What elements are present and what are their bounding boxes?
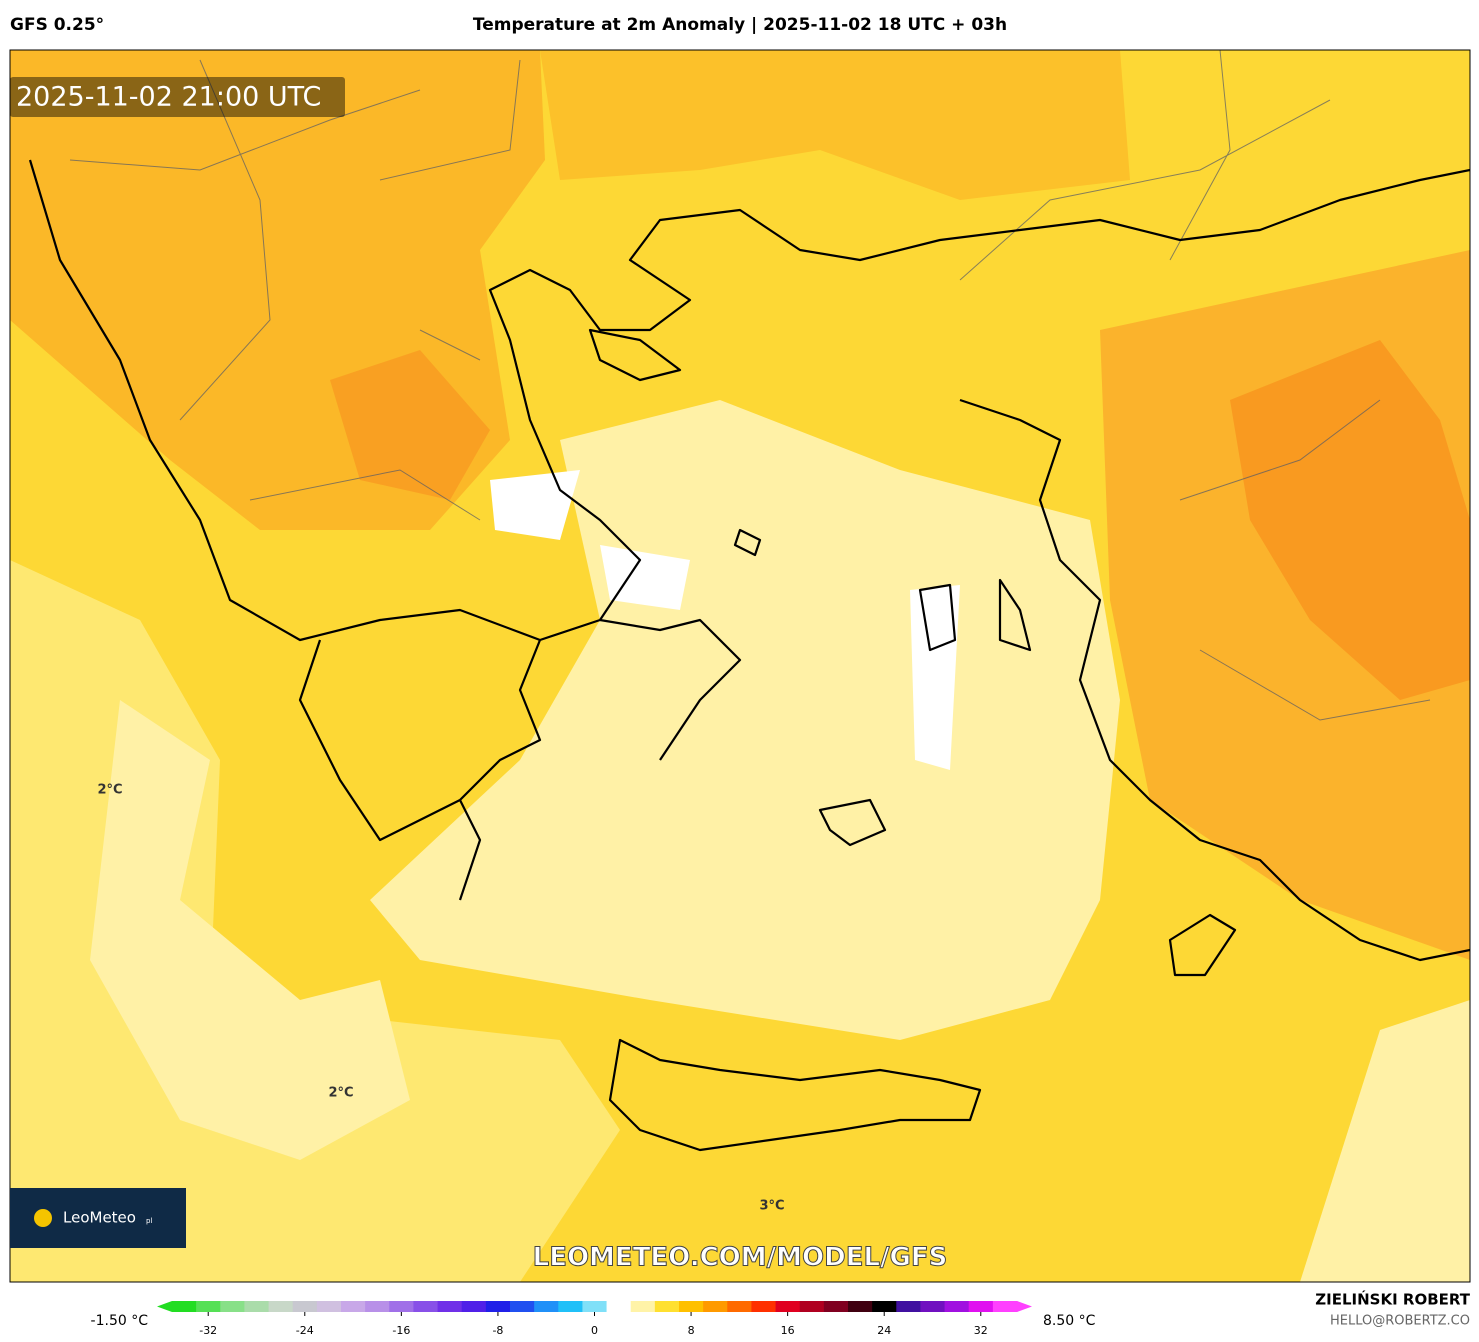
- color-step: [920, 1301, 946, 1312]
- color-step: [944, 1301, 970, 1312]
- hot-area: [1230, 340, 1470, 700]
- color-step: [220, 1301, 245, 1312]
- contour-label: 2°C: [328, 1086, 353, 1101]
- logo-suffix: pl: [146, 1217, 152, 1225]
- color-step: [485, 1301, 511, 1312]
- tick-label: -32: [199, 1324, 217, 1337]
- color-step: [510, 1301, 535, 1312]
- map-title: Temperature at 2m Anomaly | 2025-11-02 1…: [473, 15, 1007, 35]
- watermark: LEOMETEO.COM/MODEL/GFS: [533, 1243, 948, 1273]
- map: 2025-11-02 21:00 UTC 2°C2°C3°C LeoMeteo …: [9, 49, 1471, 1283]
- color-step: [727, 1301, 752, 1312]
- contour-label: 3°C: [759, 1199, 784, 1214]
- color-step: [244, 1301, 270, 1312]
- tick-label: 8: [688, 1324, 695, 1337]
- color-step: [172, 1301, 197, 1312]
- color-step: [461, 1301, 487, 1312]
- colorbar-end: [157, 1301, 172, 1312]
- cool-area: [370, 400, 1120, 1040]
- color-step: [968, 1301, 994, 1312]
- author: ZIELIŃSKI ROBERT: [1315, 1290, 1470, 1309]
- color-step: [896, 1301, 921, 1312]
- color-step: [437, 1301, 463, 1312]
- color-step: [630, 1301, 656, 1312]
- color-step: [679, 1301, 704, 1312]
- cool-area: [90, 700, 410, 1160]
- colorbar-end: [1017, 1301, 1032, 1312]
- tick-label: -24: [296, 1324, 314, 1337]
- color-step: [992, 1301, 1018, 1312]
- email: HELLO@ROBERTZ.CO: [1330, 1314, 1470, 1329]
- color-step: [751, 1301, 777, 1312]
- color-step: [292, 1301, 318, 1312]
- time-badge: [10, 77, 345, 117]
- hot-area: [330, 350, 490, 500]
- contour-label: 2°C: [97, 783, 122, 798]
- color-step: [316, 1301, 342, 1312]
- color-step: [196, 1301, 221, 1312]
- color-step: [799, 1301, 825, 1312]
- colorbar: -32 -24 -16 -8 0 8 16 24 32: [157, 1301, 1032, 1337]
- tick-label: 32: [974, 1324, 988, 1337]
- color-step: [413, 1301, 439, 1312]
- cold-spot: [490, 470, 960, 770]
- tick-label: -16: [392, 1324, 410, 1337]
- cool-area: [1300, 1000, 1470, 1282]
- color-step: [606, 1301, 632, 1312]
- min-value: -1.50 °C: [91, 1313, 149, 1329]
- color-step: [365, 1301, 390, 1312]
- tick-label: 16: [781, 1324, 795, 1337]
- tick-label: 0: [591, 1324, 598, 1337]
- color-step: [654, 1301, 680, 1312]
- warm-area: [540, 50, 1130, 200]
- max-value: 8.50 °C: [1043, 1313, 1096, 1329]
- color-step: [872, 1301, 897, 1312]
- logo-sun: [34, 1209, 52, 1227]
- color-step: [703, 1301, 728, 1312]
- model-name: GFS 0.25°: [10, 15, 104, 35]
- color-step: [823, 1301, 849, 1312]
- color-step: [848, 1301, 873, 1312]
- color-step: [775, 1301, 801, 1312]
- color-step: [534, 1301, 559, 1312]
- tick-label: -8: [492, 1324, 503, 1337]
- color-step: [268, 1301, 294, 1312]
- valid-time: 2025-11-02 21:00 UTC: [16, 82, 321, 113]
- tick-label: 24: [877, 1324, 891, 1337]
- color-step: [341, 1301, 366, 1312]
- logo-text: LeoMeteo: [63, 1209, 136, 1227]
- color-step: [389, 1301, 414, 1312]
- color-step: [558, 1301, 583, 1312]
- color-step: [582, 1301, 608, 1312]
- map-frame: [9, 49, 1471, 1283]
